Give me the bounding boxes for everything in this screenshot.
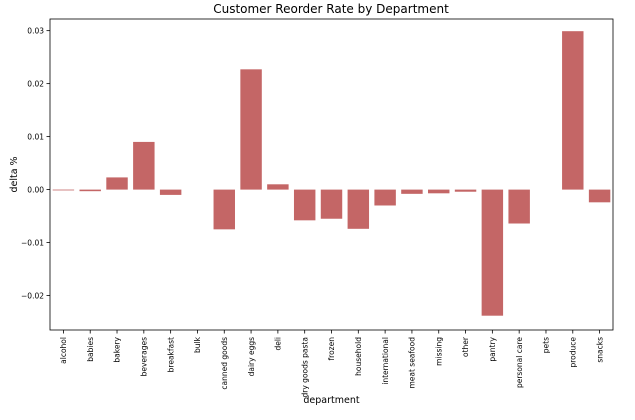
x-tick-label-pets: pets	[542, 337, 551, 353]
bar-dairy-eggs	[240, 69, 262, 190]
bar-alcohol	[52, 189, 75, 191]
x-tick-label-deli: deli	[274, 337, 283, 351]
y-tick-label: 0.01	[27, 132, 44, 141]
bar-pantry	[481, 189, 504, 316]
x-tick-label-produce: produce	[568, 337, 577, 368]
bar-international	[374, 189, 396, 206]
x-tick-label-babies: babies	[86, 337, 95, 362]
x-tick-label-frozen: frozen	[327, 337, 336, 361]
y-tick-label: −0.01	[21, 238, 44, 247]
bar-snacks	[588, 189, 611, 203]
y-tick-label: 0.00	[27, 185, 44, 194]
bar-canned-goods	[213, 189, 235, 230]
x-tick-label-alcohol: alcohol	[59, 337, 68, 364]
bar-babies	[79, 189, 101, 192]
y-tick-label: −0.02	[21, 291, 44, 300]
y-axis-label: delta %	[9, 156, 20, 192]
chart-title: Customer Reorder Rate by Department	[213, 2, 449, 16]
x-tick-label-bakery: bakery	[113, 336, 122, 362]
y-tick-label: 0.02	[27, 79, 44, 88]
x-tick-label-meat-seafood: meat seafood	[408, 337, 417, 389]
x-tick-label-household: household	[354, 337, 363, 376]
x-tick-label-bulk: bulk	[193, 336, 202, 353]
x-tick-label-breakfast: breakfast	[166, 337, 175, 372]
y-axis-ticks: −0.02 −0.01 0.00 0.01 0.02 0.03	[21, 26, 50, 300]
bar-bakery	[106, 177, 128, 190]
bar-produce	[562, 31, 584, 190]
bar-breakfast	[159, 189, 182, 195]
x-tick-label-missing: missing	[434, 337, 443, 366]
bar-meat-seafood	[401, 189, 423, 194]
x-tick-label-personal-care: personal care	[515, 337, 524, 388]
bar-beverages	[133, 141, 155, 190]
x-tick-label-beverages: beverages	[140, 337, 149, 376]
x-tick-label-snacks: snacks	[595, 337, 604, 363]
x-tick-label-dairy-eggs: dairy eggs	[247, 337, 256, 376]
x-tick-label-pantry: pantry	[488, 336, 497, 361]
y-tick-label: 0.03	[27, 26, 44, 35]
x-tick-label-canned-goods: canned goods	[220, 337, 229, 390]
bar-household	[347, 189, 370, 229]
bar-missing	[428, 189, 450, 194]
x-axis-ticks: alcohol babies bakery beverages breakfast bul…	[59, 330, 604, 397]
x-tick-label-international: international	[381, 337, 390, 385]
x-tick-label-other: other	[461, 336, 470, 357]
plot-frame	[49, 18, 614, 331]
bars-layer	[52, 31, 611, 316]
x-axis-label: department	[303, 395, 359, 406]
x-tick-label-dry-goods-pasta: dry goods pasta	[300, 337, 309, 397]
bar-deli	[267, 184, 289, 190]
bar-other	[454, 189, 477, 192]
bar-personal-care	[508, 189, 530, 224]
bar-frozen	[320, 189, 343, 219]
bar-dry-goods-pasta	[293, 189, 316, 221]
